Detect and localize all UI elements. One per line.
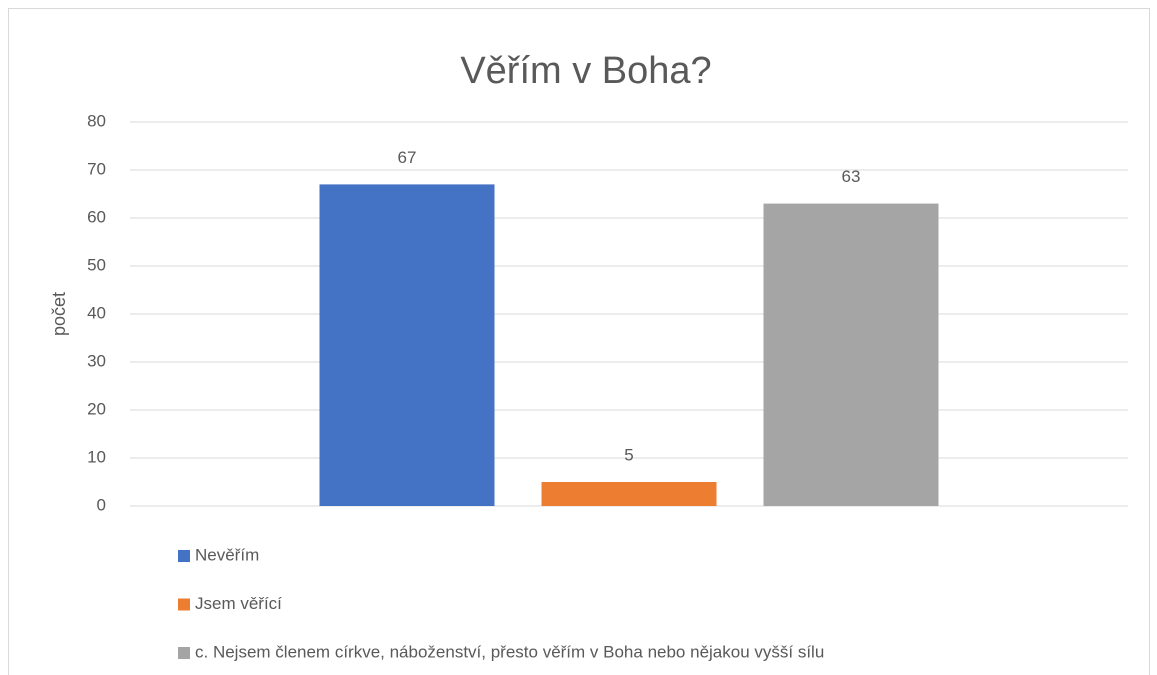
y-tick-label: 30 (87, 351, 106, 370)
y-tick-label: 10 (87, 447, 106, 466)
chart-title: Věřím v Boha? (460, 50, 711, 92)
bar (763, 203, 939, 506)
y-tick-label: 40 (87, 303, 106, 322)
y-tick-label: 20 (87, 399, 106, 418)
data-label: 5 (624, 445, 633, 464)
y-tick-label: 60 (87, 207, 106, 226)
data-label: 63 (842, 167, 861, 186)
chart-border (8, 8, 1150, 675)
legend-label: Nevěřím (195, 545, 259, 564)
data-label: 67 (398, 148, 417, 167)
bar (541, 482, 717, 506)
y-tick-label: 80 (87, 111, 106, 130)
y-tick-label: 70 (87, 159, 106, 178)
bar (319, 184, 495, 506)
legend-label: c. Nejsem členem církve, náboženství, př… (195, 642, 824, 661)
legend-swatch (178, 598, 190, 611)
y-tick-label: 0 (97, 495, 106, 514)
legend-swatch (178, 550, 190, 562)
legend-label: Jsem věřící (195, 594, 282, 613)
y-axis-label: počet (49, 292, 69, 336)
y-tick-label: 50 (87, 255, 106, 274)
legend-swatch (178, 647, 190, 659)
